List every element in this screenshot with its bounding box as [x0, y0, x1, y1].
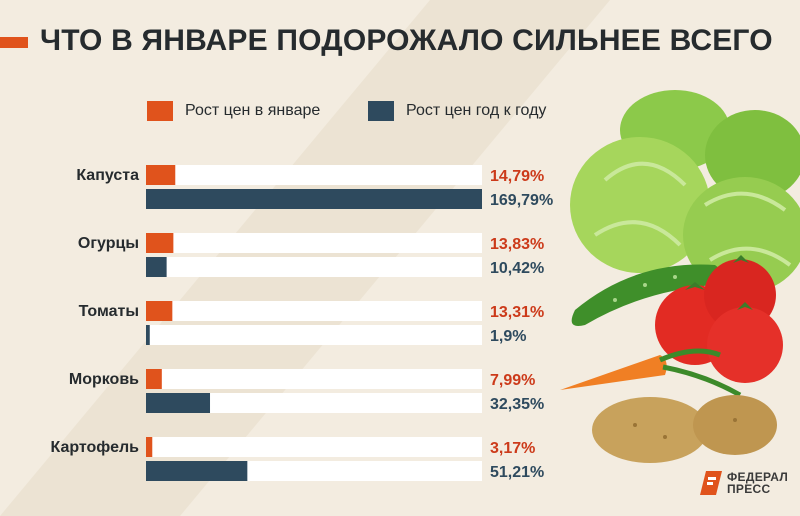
bar-january: [146, 369, 162, 389]
bar-track: [146, 437, 482, 457]
bar-yoy: [146, 461, 248, 481]
bar-january: [146, 165, 176, 185]
value-label-january: 7,99%: [490, 372, 535, 389]
legend-label-yoy: Рост цен год к году: [406, 102, 547, 119]
carrot-icon: [560, 348, 742, 398]
bar-january: [146, 301, 173, 321]
title-accent-bar: [0, 37, 28, 48]
bar-yoy: [146, 257, 167, 277]
value-label-yoy: 1,9%: [490, 328, 526, 345]
bar-track: [146, 393, 482, 413]
legend-swatch-yoy: [368, 101, 394, 121]
category-label: Морковь: [69, 371, 139, 388]
category-label: Огурцы: [78, 235, 139, 252]
potato-icon: [592, 395, 777, 463]
category-label: Томаты: [79, 303, 139, 320]
tomato-icon: [655, 255, 783, 383]
federal-press-logo: ФЕДЕРАЛ ПРЕСС: [700, 471, 788, 495]
bar-yoy: [146, 189, 482, 209]
legend-item-yoy: Рост цен год к году: [368, 101, 546, 121]
value-label-january: 14,79%: [490, 168, 544, 185]
value-label-january: 3,17%: [490, 440, 535, 457]
bar-track: [146, 165, 482, 185]
value-label-january: 13,31%: [490, 304, 544, 321]
cucumber-icon: [571, 264, 723, 326]
legend-label-january: Рост цен в январе: [185, 102, 321, 119]
chart-title: ЧТО В ЯНВАРЕ ПОДОРОЖАЛО СИЛЬНЕЕ ВСЕГО: [40, 24, 773, 57]
bar-track: [146, 369, 482, 389]
bar-january: [146, 233, 174, 253]
bar-track: [146, 301, 482, 321]
logo-line1: ФЕДЕРАЛ: [727, 470, 789, 484]
category-label: Капуста: [76, 167, 139, 184]
bar-track: [146, 257, 482, 277]
value-label-yoy: 32,35%: [490, 396, 544, 413]
value-label-yoy: 10,42%: [490, 260, 544, 277]
logo-icon: [700, 471, 722, 495]
bar-track: [146, 325, 482, 345]
value-label-yoy: 169,79%: [490, 192, 553, 209]
value-label-january: 13,83%: [490, 236, 544, 253]
bar-yoy: [146, 393, 211, 413]
value-label-yoy: 51,21%: [490, 464, 544, 481]
bar-track: [146, 233, 482, 253]
logo-line2: ПРЕСС: [727, 482, 771, 496]
legend-swatch-january: [147, 101, 173, 121]
category-label: Картофель: [50, 439, 139, 456]
cabbage-icon: [570, 90, 800, 293]
vegetables-illustration: [560, 90, 800, 463]
bar-yoy: [146, 325, 150, 345]
legend-item-january: Рост цен в январе: [147, 101, 320, 121]
bar-january: [146, 437, 153, 457]
